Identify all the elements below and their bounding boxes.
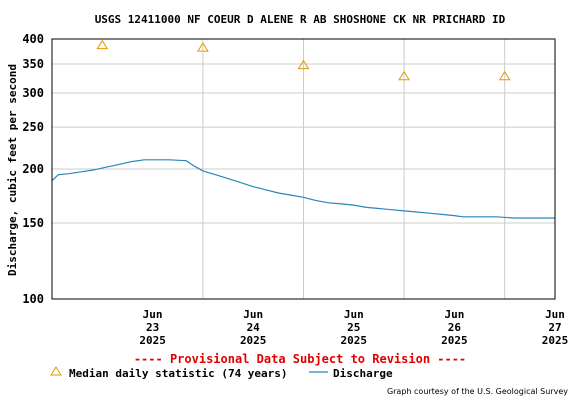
x-tick-day: 25 <box>347 321 360 334</box>
x-tick-year: 2025 <box>240 334 267 347</box>
median-triangle-marker <box>96 39 109 50</box>
x-axis-ticks: Jun232025Jun242025Jun252025Jun262025Jun2… <box>139 308 568 347</box>
x-tick-month: Jun <box>344 308 364 321</box>
x-tick-year: 2025 <box>139 334 166 347</box>
y-axis-ticks: 100 150 200 250 300 350 400 <box>22 32 44 306</box>
x-tick-month: Jun <box>444 308 464 321</box>
median-triangle-marker <box>196 42 209 52</box>
provisional-note: ---- Provisional Data Subject to Revisio… <box>134 352 466 366</box>
x-tick-day: 26 <box>448 321 462 334</box>
x-tick-month: Jun <box>143 308 163 321</box>
legend-label-discharge: Discharge <box>333 367 393 380</box>
chart-title: USGS 12411000 NF COEUR D ALENE R AB SHOS… <box>95 13 506 26</box>
y-tick-label: 100 <box>22 292 44 306</box>
y-axis-label: Discharge, cubic feet per second <box>6 64 19 276</box>
x-tick-year: 2025 <box>441 334 468 347</box>
y-tick-label: 250 <box>22 120 44 134</box>
legend-triangle-marker <box>50 366 62 376</box>
legend-item-median: Median daily statistic (74 years) <box>50 366 288 380</box>
legend: Median daily statistic (74 years) Discha… <box>50 366 393 380</box>
y-tick-label: 300 <box>22 86 44 100</box>
median-series <box>96 39 511 81</box>
x-tick-day: 23 <box>146 321 159 334</box>
discharge-series <box>51 159 555 219</box>
y-tick-label: 200 <box>22 162 44 176</box>
x-tick-year: 2025 <box>542 334 569 347</box>
chart-credit: Graph courtesy of the U.S. Geological Su… <box>387 387 568 396</box>
gridlines <box>52 39 555 299</box>
y-tick-label: 400 <box>22 32 44 46</box>
plot-frame <box>51 38 556 300</box>
x-tick-month: Jun <box>243 308 263 321</box>
x-tick-day: 24 <box>247 321 261 334</box>
x-tick-month: Jun <box>545 308 565 321</box>
x-tick-year: 2025 <box>341 334 368 347</box>
legend-label-median: Median daily statistic (74 years) <box>69 367 288 380</box>
y-tick-label: 350 <box>22 57 44 71</box>
x-tick-day: 27 <box>548 321 561 334</box>
median-triangle-marker <box>297 59 310 70</box>
discharge-line <box>51 159 555 219</box>
median-triangle-marker <box>398 70 411 81</box>
median-triangle-marker <box>498 70 511 81</box>
legend-item-discharge: Discharge <box>309 367 393 380</box>
y-tick-label: 150 <box>22 216 44 230</box>
